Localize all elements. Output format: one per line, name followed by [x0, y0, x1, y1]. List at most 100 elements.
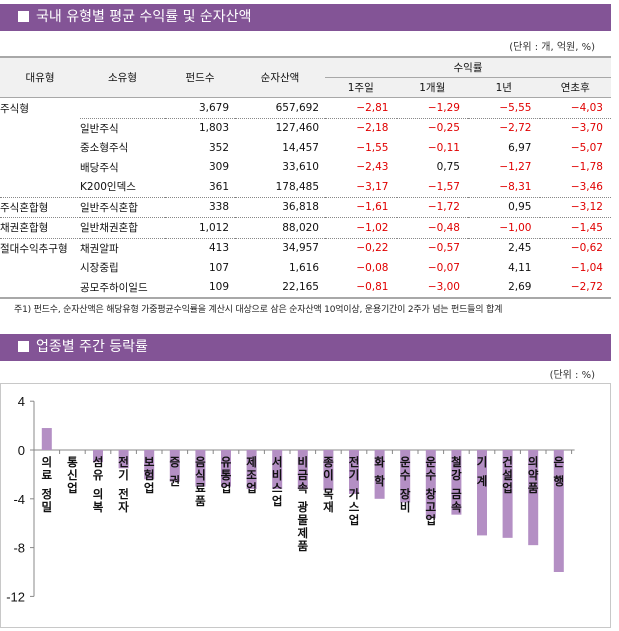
return-ytd-cell: −5,07 — [570, 141, 603, 154]
return-1w-cell: −1,02 — [325, 217, 397, 238]
return-1y-cell: −8,31 — [499, 180, 532, 193]
return-1w-cell: −0,22 — [325, 237, 397, 258]
minor-cell: K200인덱스 — [80, 181, 136, 194]
return-ytd-cell: −1,45 — [539, 217, 611, 238]
return-1m-cell: −0,57 — [396, 237, 468, 258]
bar — [425, 450, 436, 519]
return-1m-cell: −0,07 — [427, 261, 460, 274]
net-assets-cell: 33,610 — [282, 161, 319, 174]
y-tick-label: 4 — [18, 394, 25, 409]
minor-cell: 일반주식 — [80, 117, 165, 138]
fund-count-cell: 1,012 — [165, 217, 235, 238]
fund-returns-table: 대유형 소유형 펀드수 순자산액 수익률 1주일 1개월 1년 연초후 주식형 3… — [0, 56, 611, 299]
bar — [195, 450, 206, 487]
col-header-ytd: 연초후 — [539, 77, 611, 98]
y-tick-label: -4 — [13, 492, 25, 507]
x-category-label: 증 권 — [169, 455, 181, 488]
table-row: 주식혼합형 일반주식혼합 338 36,818 −1,61 −1,72 0,95 −3,12 — [0, 196, 611, 218]
return-1m-cell: −1,57 — [427, 180, 460, 193]
bar — [400, 450, 411, 503]
return-1y-cell: 2,45 — [468, 237, 540, 258]
col-header-major: 대유형 — [0, 56, 80, 98]
bar — [246, 450, 257, 490]
bar — [374, 450, 385, 499]
table-row: 배당주식 309 33,610 −2,43 0,75 −1,27 −1,78 — [0, 158, 611, 178]
col-header-1w: 1주일 — [325, 77, 397, 98]
net-assets-cell: 34,957 — [235, 237, 325, 258]
net-assets-cell: 657,692 — [275, 101, 319, 114]
y-tick-label: 0 — [18, 443, 25, 458]
table-row: 채권혼합형 일반채권혼합 1,012 88,020 −1,02 −0,48 −1,00 −1,… — [0, 217, 611, 238]
return-1m-cell: −0,25 — [396, 117, 468, 138]
bar — [502, 450, 513, 538]
return-1y-cell: 0,95 — [468, 196, 540, 218]
y-tick-label: -12 — [6, 589, 25, 604]
net-assets-cell: 14,457 — [282, 141, 319, 154]
square-bullet-icon — [18, 11, 29, 22]
minor-cell: 공모주하이일드 — [80, 277, 165, 299]
bar — [169, 450, 180, 482]
return-1m-cell: −0,11 — [427, 141, 460, 154]
return-1w-cell: −2,43 — [356, 161, 389, 174]
table-row: 중소형주식 352 14,457 −1,55 −0,11 6,97 −5,07 — [0, 138, 611, 158]
net-assets-cell: 1,616 — [288, 261, 319, 274]
fund-count-cell: 1,803 — [165, 117, 235, 138]
major-cell — [0, 158, 80, 178]
return-ytd-cell: −2,72 — [539, 277, 611, 299]
bar — [144, 450, 155, 480]
return-ytd-cell: −0,62 — [539, 237, 611, 258]
minor-cell: 중소형주식 — [80, 142, 129, 155]
net-assets-cell: 22,165 — [235, 277, 325, 299]
table-row: 주식형 3,679 657,692 −2,81 −1,29 −5,55 −4,03 — [0, 98, 611, 119]
return-1m-cell: −3,00 — [396, 277, 468, 299]
table-row: 공모주하이일드 109 22,165 −0,81 −3,00 2,69 −2,72 — [0, 277, 611, 299]
return-ytd-cell: −3,70 — [539, 117, 611, 138]
fund-count-cell: 107 — [208, 261, 229, 274]
major-cell — [0, 138, 80, 158]
return-1y-cell: 6,97 — [508, 141, 532, 154]
fund-count-cell: 3,679 — [198, 101, 229, 114]
return-1m-cell: 0,75 — [436, 161, 460, 174]
return-1w-cell: −1,55 — [356, 141, 389, 154]
bar — [221, 450, 231, 487]
bar — [272, 450, 283, 490]
return-1y-cell: −2,72 — [468, 117, 540, 138]
net-assets-cell: 36,818 — [235, 196, 325, 218]
fund-count-cell: 352 — [208, 141, 229, 154]
return-ytd-cell: −3,46 — [570, 180, 603, 193]
return-1m-cell: −1,29 — [427, 101, 460, 114]
major-cell — [0, 258, 80, 278]
net-assets-cell: 178,485 — [275, 180, 319, 193]
section-title: 국내 유형별 평균 수익률 및 순자산액 — [36, 9, 252, 25]
return-1y-cell: 2,69 — [468, 277, 540, 299]
y-tick-label: -8 — [13, 541, 25, 556]
bar — [323, 450, 334, 491]
return-1w-cell: −2,81 — [356, 101, 389, 114]
return-ytd-cell: −3,12 — [539, 196, 611, 218]
return-1w-cell: −3,17 — [356, 180, 389, 193]
bar — [297, 450, 308, 490]
return-ytd-cell: −4,03 — [570, 101, 603, 114]
bar — [349, 450, 359, 494]
minor-cell: 일반주식혼합 — [80, 196, 165, 218]
square-bullet-icon — [18, 341, 29, 352]
minor-cell: 채권알파 — [80, 237, 165, 258]
return-1y-cell: 4,11 — [508, 261, 532, 274]
minor-cell: 배당주식 — [80, 161, 119, 174]
return-ytd-cell: −1,04 — [570, 261, 603, 274]
